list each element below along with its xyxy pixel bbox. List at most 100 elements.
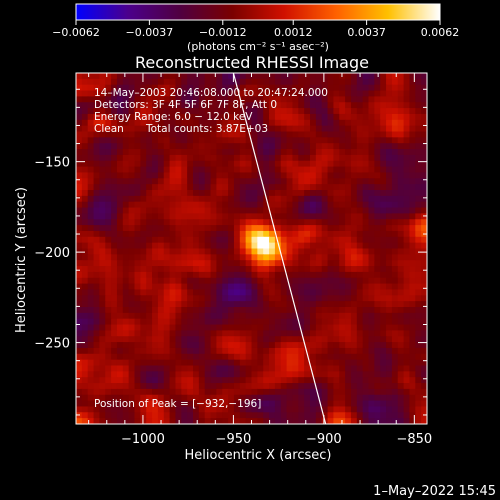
heatmap-cell: [356, 307, 364, 314]
heatmap-cell: [233, 301, 241, 308]
heatmap-cell: [345, 412, 352, 419]
heatmap-cell: [152, 236, 159, 244]
heatmap-cell: [105, 149, 112, 156]
heatmap-cell: [368, 377, 375, 384]
heatmap-cell: [269, 242, 276, 250]
heatmap-cell: [157, 190, 165, 197]
heatmap-cell: [116, 330, 124, 337]
heatmap-cell: [93, 359, 100, 367]
heatmap-cell: [105, 336, 112, 343]
heatmap-cell: [128, 230, 136, 238]
heatmap-cell: [99, 73, 106, 80]
heatmap-cell: [128, 248, 136, 255]
heatmap-cell: [204, 336, 212, 343]
heatmap-cell: [157, 108, 165, 115]
heatmap-cell: [152, 330, 159, 337]
heatmap-cell: [204, 143, 212, 150]
heatmap-cell: [403, 172, 411, 179]
heatmap-cell: [274, 388, 282, 396]
heatmap-cell: [140, 342, 147, 349]
heatmap-cell: [134, 149, 141, 156]
heatmap-cell: [327, 149, 334, 156]
heatmap-cell: [163, 102, 171, 109]
heatmap-cell: [403, 353, 411, 361]
heatmap-cell: [87, 172, 95, 179]
heatmap-cell: [374, 242, 381, 250]
heatmap-cell: [333, 178, 340, 185]
heatmap-cell: [374, 371, 381, 378]
y-axis-title: Heliocentric Y (arcsec): [14, 187, 29, 333]
heatmap-cell: [386, 248, 393, 255]
heatmap-cell: [339, 102, 346, 109]
heatmap-cell: [333, 271, 340, 279]
heatmap-cell: [362, 260, 370, 267]
heatmap-cell: [128, 383, 136, 390]
heatmap-cell: [339, 371, 346, 378]
heatmap-cell: [409, 154, 416, 162]
heatmap-cell: [362, 78, 370, 86]
heatmap-cell: [99, 388, 106, 396]
heatmap-cell: [263, 236, 270, 244]
heatmap-cell: [257, 160, 264, 168]
heatmap-cell: [269, 154, 276, 162]
heatmap-cell: [421, 312, 427, 320]
heatmap-cell: [181, 406, 188, 413]
heatmap-cell: [187, 365, 194, 372]
heatmap-cell: [397, 90, 405, 97]
heatmap-cell: [362, 190, 370, 197]
heatmap-cell: [368, 312, 375, 320]
heatmap-cell: [339, 73, 346, 80]
heatmap-cell: [99, 347, 106, 355]
heatmap-cell: [122, 137, 130, 144]
heatmap-cell: [397, 73, 405, 80]
heatmap-cell: [263, 394, 270, 402]
heatmap-cell: [81, 143, 89, 150]
heatmap-cell: [391, 108, 399, 115]
heatmap-cell: [193, 383, 200, 390]
heatmap-cell: [421, 213, 427, 220]
heatmap-cell: [222, 394, 229, 402]
heatmap-cell: [76, 119, 83, 127]
heatmap-cell: [386, 190, 393, 197]
heatmap-cell: [233, 178, 241, 185]
heatmap-cell: [368, 160, 375, 168]
heatmap-cell: [81, 172, 89, 179]
heatmap-cell: [233, 137, 241, 144]
heatmap-cell: [409, 137, 416, 144]
heatmap-cell: [350, 388, 358, 396]
heatmap-cell: [152, 318, 159, 326]
heatmap-cell: [251, 84, 258, 92]
heatmap-cell: [421, 219, 427, 226]
heatmap-cell: [81, 119, 89, 127]
heatmap-cell: [263, 154, 270, 162]
heatmap-cell: [228, 377, 235, 384]
heatmap-cell: [362, 84, 370, 92]
heatmap-cell: [292, 178, 299, 185]
heatmap-cell: [397, 219, 405, 226]
heatmap-cell: [310, 137, 317, 144]
heatmap-cell: [81, 377, 89, 384]
heatmap-cell: [93, 400, 100, 408]
heatmap-cell: [157, 149, 165, 156]
heatmap-cell: [122, 383, 130, 390]
heatmap-cell: [105, 84, 112, 92]
heatmap-cell: [128, 412, 136, 419]
heatmap-cell: [374, 254, 381, 261]
heatmap-cell: [87, 377, 95, 384]
heatmap-cell: [345, 347, 352, 355]
heatmap-cell: [140, 178, 147, 185]
heatmap-cell: [280, 213, 288, 220]
heatmap-cell: [310, 353, 317, 361]
heatmap-cell: [298, 236, 305, 244]
heatmap-cell: [257, 96, 264, 103]
heatmap-cell: [193, 160, 200, 168]
heatmap-cell: [187, 394, 194, 402]
heatmap-cell: [76, 254, 83, 261]
heatmap-cell: [245, 418, 253, 424]
heatmap-cell: [175, 137, 182, 144]
heatmap-cell: [380, 248, 387, 255]
heatmap-cell: [269, 365, 276, 372]
heatmap-cell: [76, 353, 83, 361]
heatmap-cell: [362, 295, 370, 302]
heatmap-cell: [409, 119, 416, 127]
